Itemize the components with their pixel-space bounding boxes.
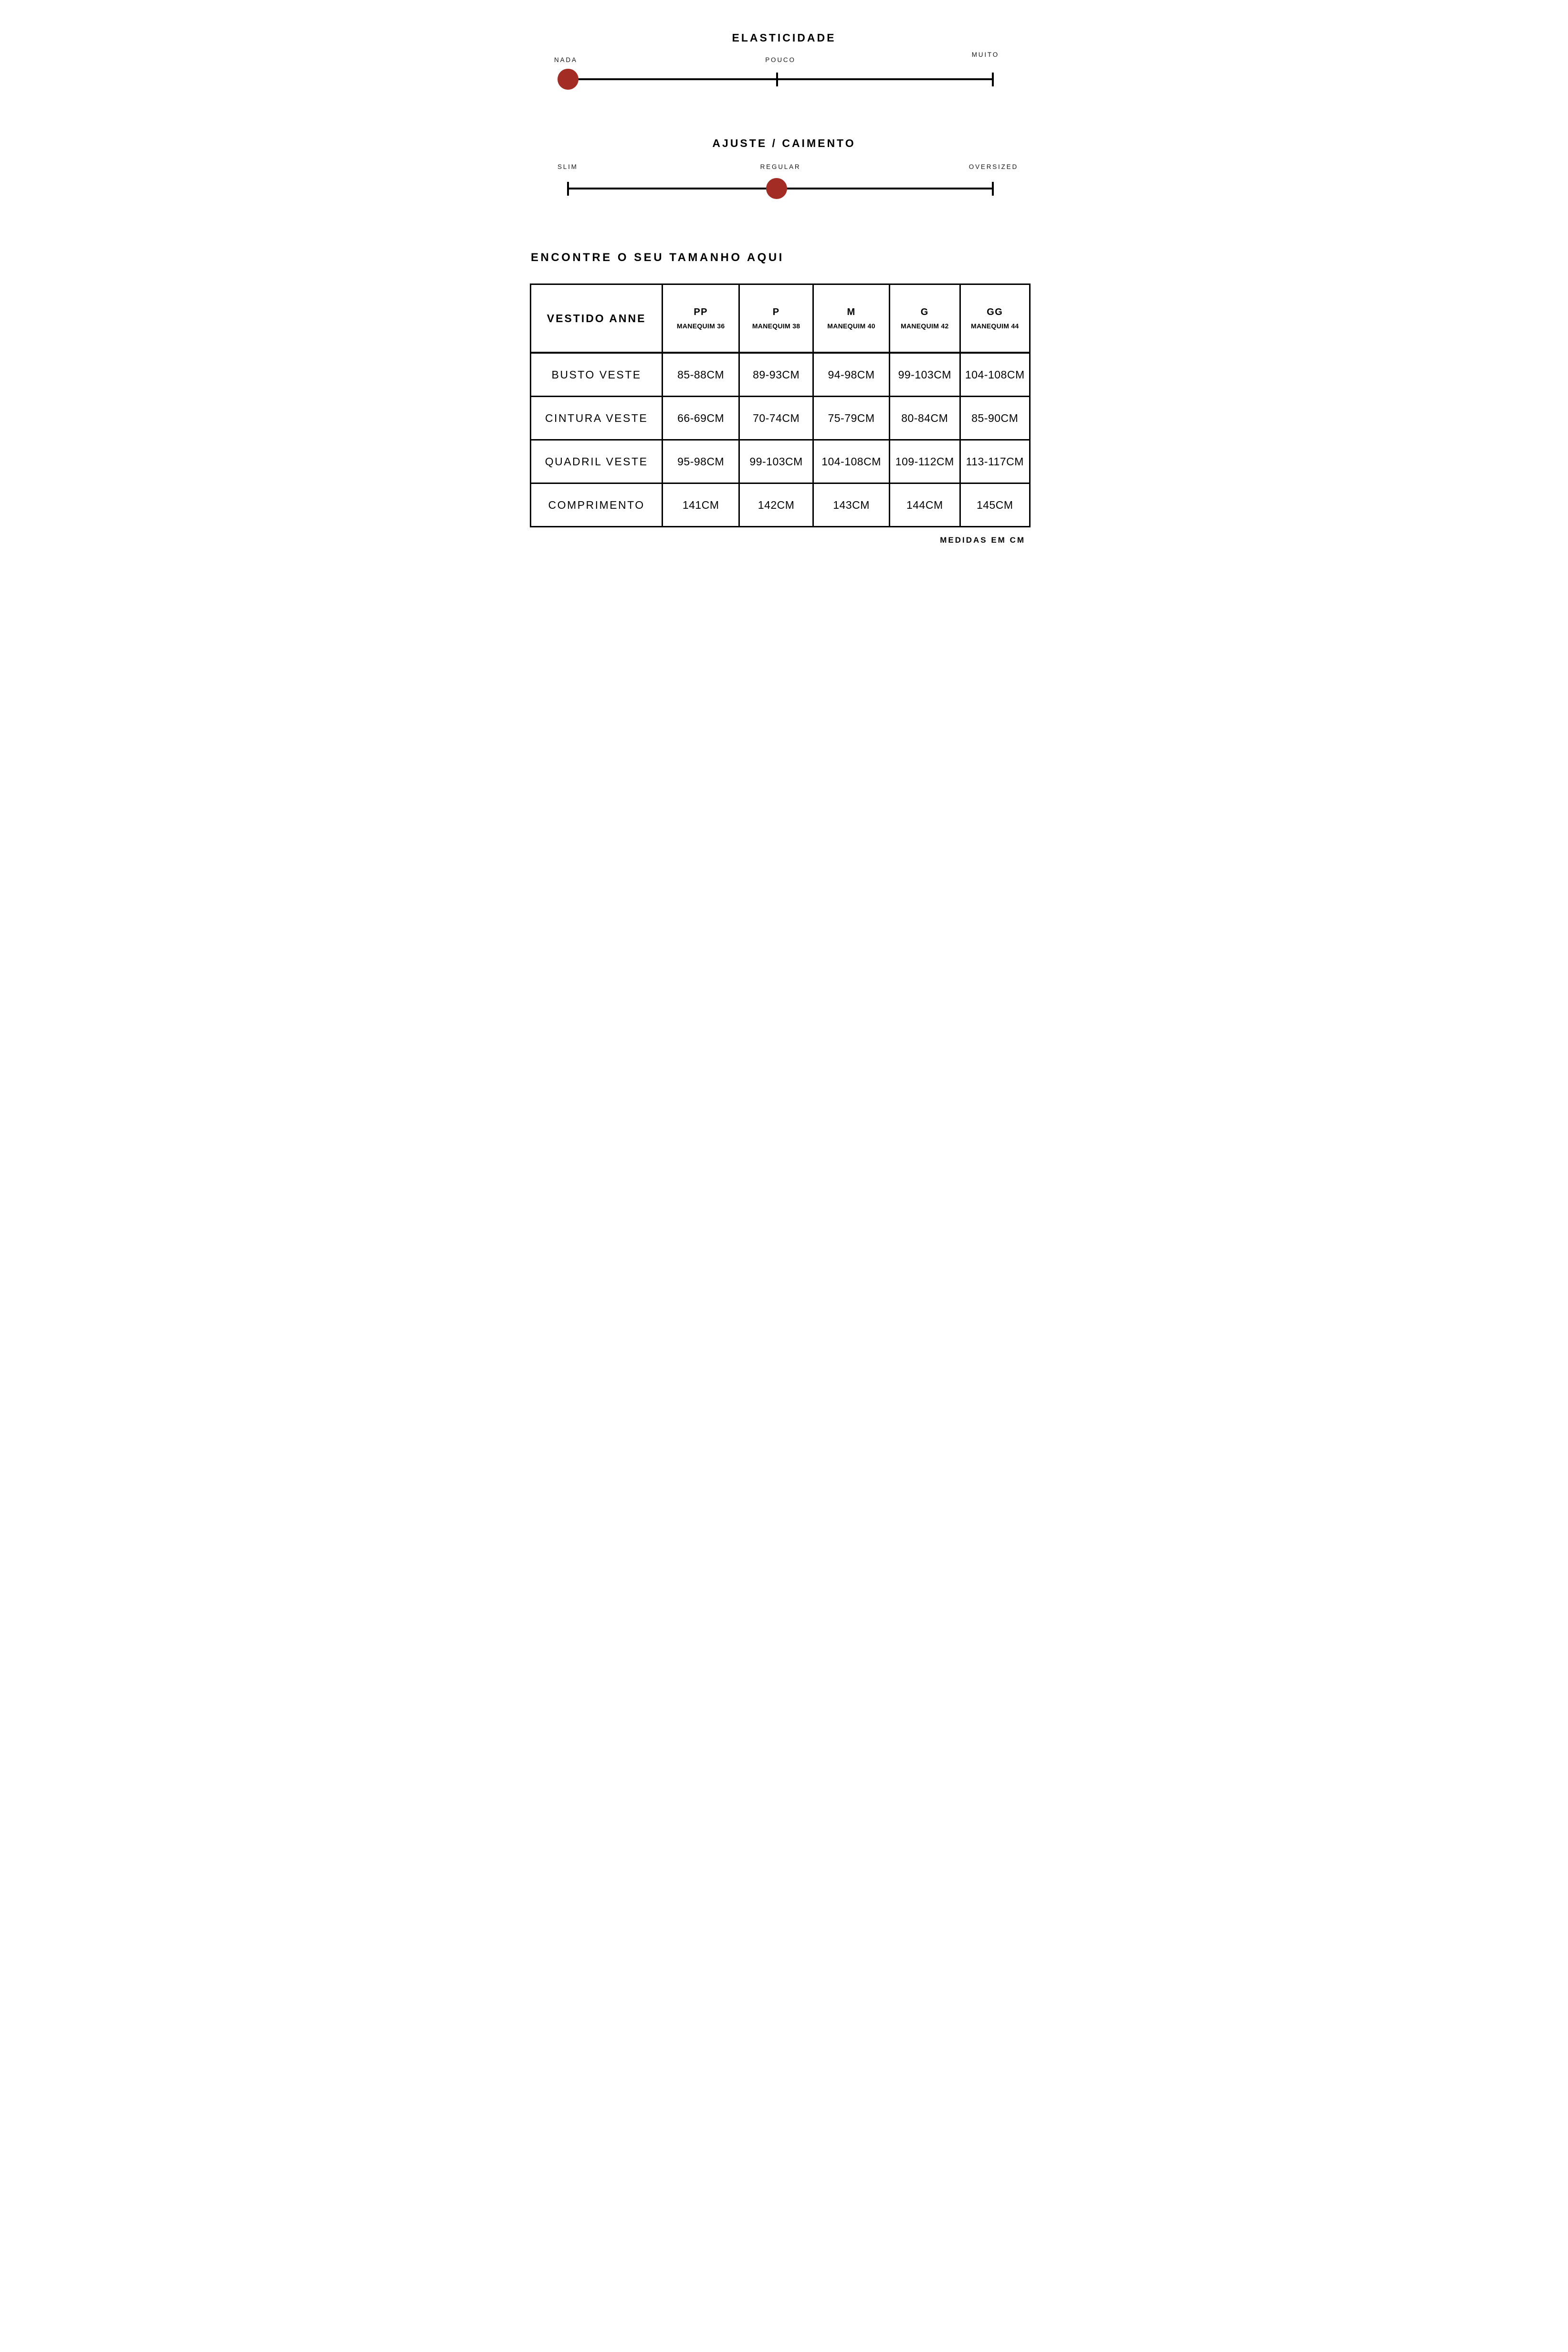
- measurement-cell: 143CM: [812, 483, 891, 527]
- size-mannequin: MANEQUIM 44: [970, 322, 1019, 330]
- size-code: G: [920, 307, 929, 317]
- measurement-cell: 113-117CM: [959, 439, 1031, 484]
- column-header-p: P MANEQUIM 38: [738, 284, 814, 354]
- size-code: P: [772, 307, 780, 317]
- row-label-quadril: QUADRIL VESTE: [529, 439, 663, 484]
- size-mannequin: MANEQUIM 36: [676, 322, 725, 330]
- measurement-cell: 99-103CM: [889, 352, 961, 397]
- fit-label-slim: SLIM: [558, 163, 578, 170]
- measurement-cell: 109-112CM: [889, 439, 961, 484]
- measurement-cell: 142CM: [738, 483, 814, 527]
- elasticity-title: ELASTICIDADE: [732, 32, 836, 44]
- elasticity-track-line: [568, 78, 993, 80]
- fit-label-oversized: OVERSIZED: [968, 163, 1018, 170]
- measurement-cell: 141CM: [662, 483, 740, 527]
- fit-slider-handle[interactable]: [766, 178, 787, 199]
- row-label-cintura: CINTURA VESTE: [529, 396, 663, 441]
- measurement-cell: 99-103CM: [738, 439, 814, 484]
- measurement-cell: 75-79CM: [812, 396, 891, 441]
- table-row-quadril: QUADRIL VESTE 95-98CM 99-103CM 104-108CM…: [529, 439, 1031, 484]
- size-guide-page: ELASTICIDADE NADA POUCO MUITO AJUSTE / C…: [523, 0, 1045, 784]
- product-name-cell: VESTIDO ANNE: [529, 284, 663, 354]
- elasticity-label-nada: NADA: [554, 56, 578, 63]
- fit-title: AJUSTE / CAIMENTO: [712, 137, 856, 149]
- measurement-cell: 104-108CM: [812, 439, 891, 484]
- size-table: VESTIDO ANNE PP MANEQUIM 36 P MANEQUIM 3…: [529, 284, 1031, 527]
- size-code: PP: [694, 307, 708, 317]
- size-code: GG: [987, 307, 1003, 317]
- size-mannequin: MANEQUIM 38: [752, 322, 800, 330]
- measurement-cell: 66-69CM: [662, 396, 740, 441]
- column-header-g: G MANEQUIM 42: [889, 284, 961, 354]
- table-row-cintura: CINTURA VESTE 66-69CM 70-74CM 75-79CM 80…: [529, 396, 1031, 441]
- find-your-size-heading: ENCONTRE O SEU TAMANHO AQUI: [531, 251, 784, 264]
- size-mannequin: MANEQUIM 42: [901, 322, 949, 330]
- measurement-cell: 70-74CM: [738, 396, 814, 441]
- column-header-m: M MANEQUIM 40: [812, 284, 891, 354]
- column-header-pp: PP MANEQUIM 36: [662, 284, 740, 354]
- table-row-busto: BUSTO VESTE 85-88CM 89-93CM 94-98CM 99-1…: [529, 352, 1031, 397]
- fit-tick-left: [567, 182, 569, 196]
- fit-label-regular: REGULAR: [760, 163, 801, 170]
- elasticity-tick-center: [776, 73, 778, 86]
- measurement-cell: 95-98CM: [662, 439, 740, 484]
- measurement-cell: 85-88CM: [662, 352, 740, 397]
- elasticity-label-muito: MUITO: [971, 51, 999, 58]
- elasticity-tick-right: [992, 73, 994, 86]
- size-code: M: [847, 307, 856, 317]
- row-label-comprimento: COMPRIMENTO: [529, 483, 663, 527]
- size-mannequin: MANEQUIM 40: [827, 322, 875, 330]
- table-row-comprimento: COMPRIMENTO 141CM 142CM 143CM 144CM 145C…: [529, 483, 1031, 527]
- column-header-gg: GG MANEQUIM 44: [959, 284, 1031, 354]
- measurement-cell: 89-93CM: [738, 352, 814, 397]
- table-header-row: VESTIDO ANNE PP MANEQUIM 36 P MANEQUIM 3…: [529, 284, 1031, 354]
- measurement-cell: 94-98CM: [812, 352, 891, 397]
- fit-tick-right: [992, 182, 994, 196]
- measurement-cell: 144CM: [889, 483, 961, 527]
- measurement-cell: 85-90CM: [959, 396, 1031, 441]
- measurements-unit-note: MEDIDAS EM CM: [940, 536, 1025, 545]
- measurement-cell: 104-108CM: [959, 352, 1031, 397]
- measurement-cell: 145CM: [959, 483, 1031, 527]
- measurement-cell: 80-84CM: [889, 396, 961, 441]
- elasticity-label-pouco: POUCO: [765, 56, 796, 63]
- elasticity-slider-handle[interactable]: [558, 69, 579, 90]
- row-label-busto: BUSTO VESTE: [529, 352, 663, 397]
